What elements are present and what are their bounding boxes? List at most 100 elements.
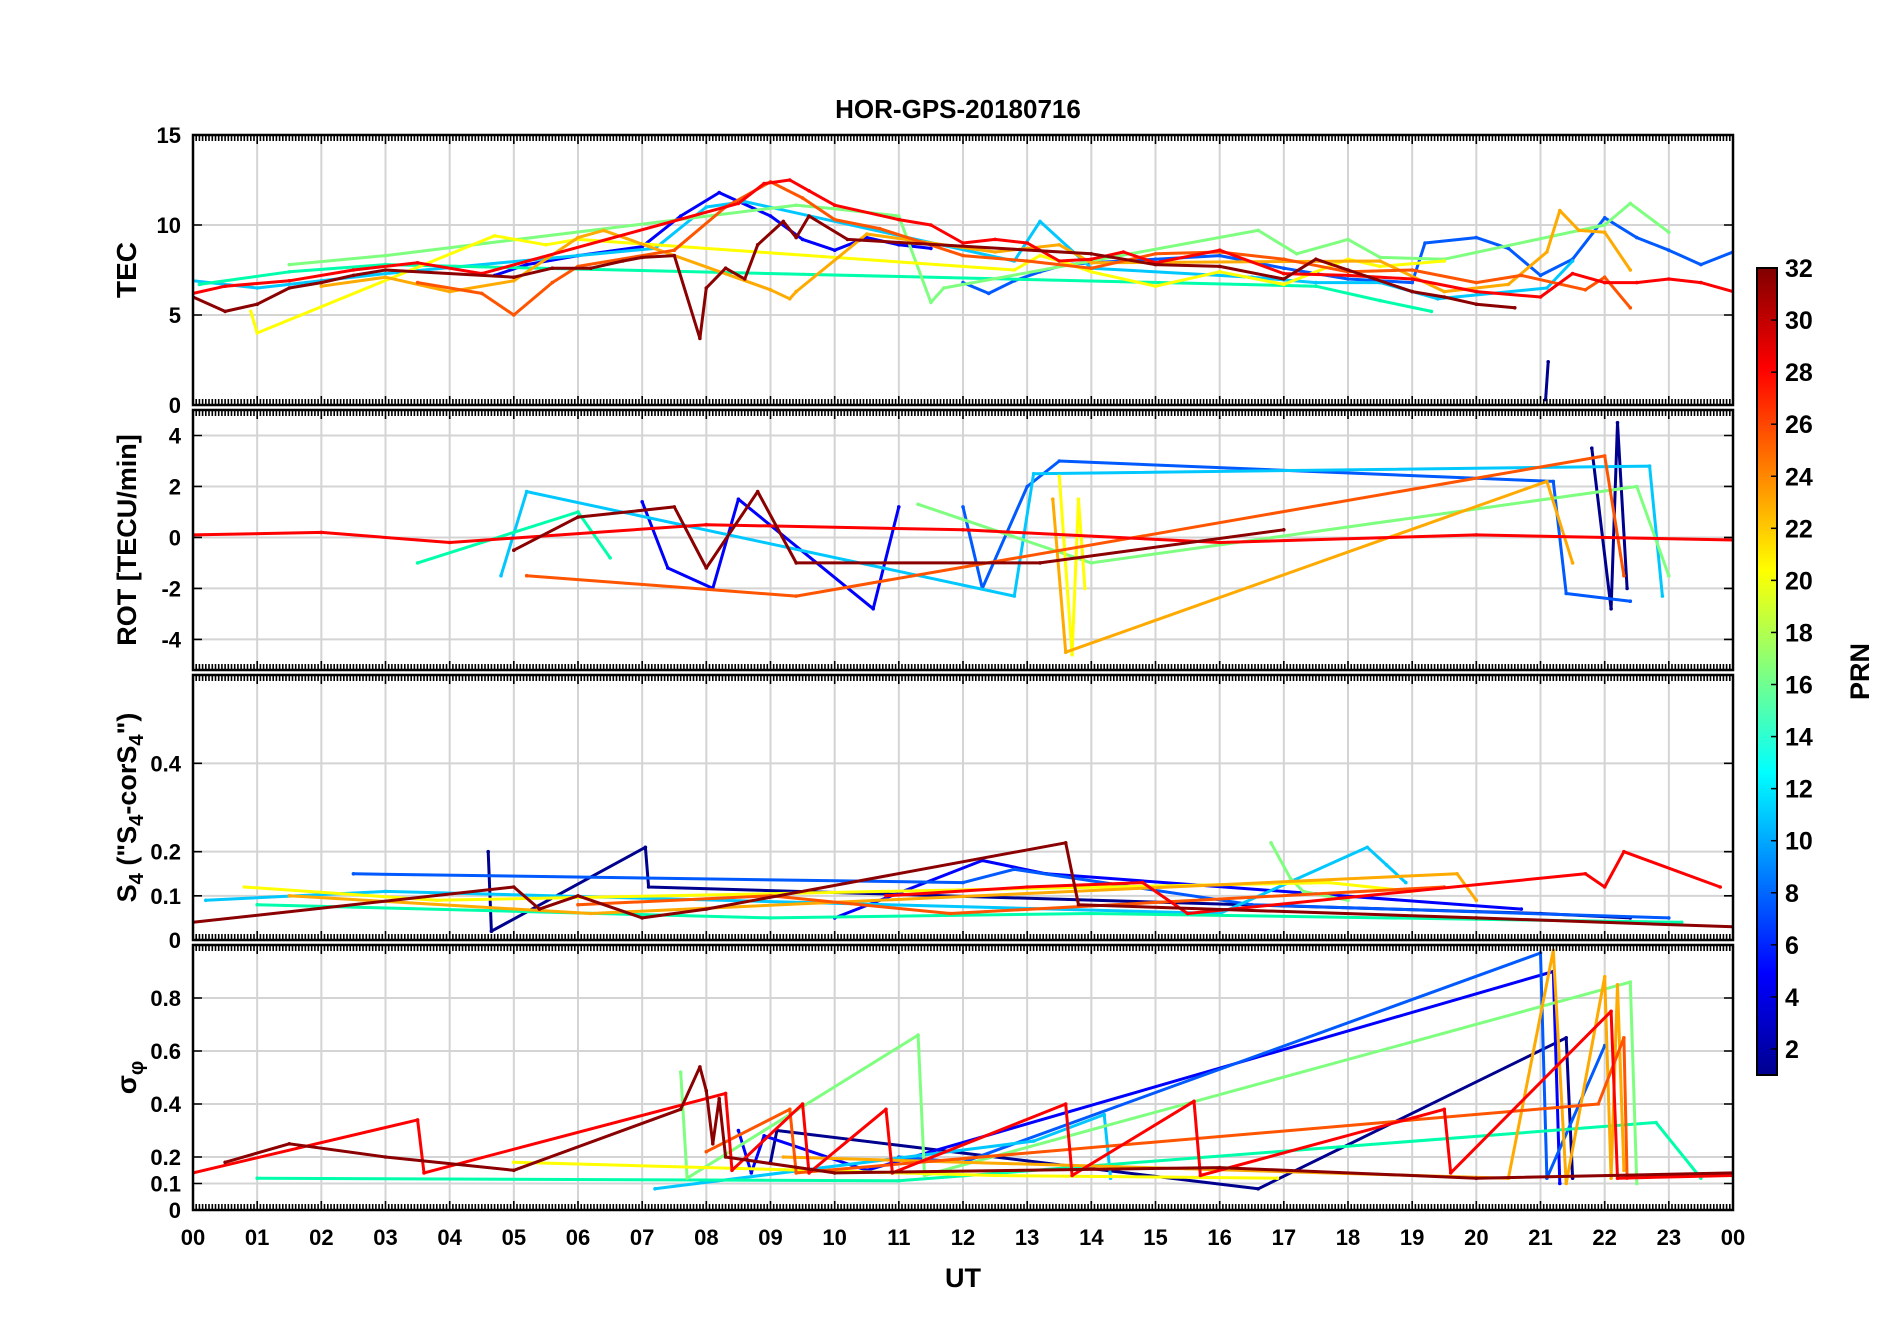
data-point xyxy=(537,907,542,911)
series-line xyxy=(224,1065,1733,1180)
series-line xyxy=(199,263,1432,313)
data-point xyxy=(832,1171,837,1175)
data-point xyxy=(916,1033,920,1037)
series-group xyxy=(193,948,1733,1191)
x-tick-label: 09 xyxy=(758,1225,782,1250)
data-point xyxy=(929,223,933,227)
data-point xyxy=(768,214,773,218)
data-point xyxy=(223,309,227,314)
data-point xyxy=(794,1171,798,1175)
data-point xyxy=(749,1171,754,1175)
series-group xyxy=(193,420,1733,657)
series-group xyxy=(193,841,1733,933)
data-point xyxy=(1089,270,1094,274)
data-point xyxy=(524,573,529,578)
data-point xyxy=(948,911,952,916)
data-point xyxy=(550,280,555,285)
x-axis-label: UT xyxy=(945,1263,981,1293)
data-point xyxy=(884,1107,888,1112)
data-point xyxy=(800,1102,805,1106)
data-point xyxy=(1378,255,1382,260)
data-point xyxy=(287,279,292,283)
data-point xyxy=(512,1160,516,1165)
data-point xyxy=(621,259,625,263)
data-point xyxy=(646,885,651,889)
data-point xyxy=(736,497,741,502)
data-point xyxy=(916,502,920,507)
data-point xyxy=(807,214,811,218)
data-point xyxy=(1602,216,1607,220)
data-point xyxy=(1635,1181,1639,1186)
data-point xyxy=(383,271,388,276)
data-point xyxy=(794,203,798,207)
series-line xyxy=(1269,842,1349,902)
data-point xyxy=(961,505,965,509)
data-point xyxy=(832,203,837,207)
data-point xyxy=(993,250,997,254)
data-point xyxy=(1089,266,1094,271)
data-point xyxy=(550,266,555,271)
y-tick-label: 4 xyxy=(169,423,182,448)
y-tick-label: 0.4 xyxy=(150,1092,181,1117)
data-point xyxy=(717,1096,721,1101)
data-point xyxy=(1275,1176,1280,1180)
data-point xyxy=(1025,241,1029,245)
data-point xyxy=(1609,607,1613,611)
data-point xyxy=(942,286,946,290)
series-line xyxy=(1051,479,1575,654)
y-tick-label: 0.8 xyxy=(150,986,181,1011)
y-tick-label: 0 xyxy=(169,393,181,418)
y-tick-label: 0.6 xyxy=(150,1039,181,1064)
data-point xyxy=(1346,277,1350,281)
data-point xyxy=(1622,573,1626,578)
data-point xyxy=(1378,264,1382,269)
x-tick-label: 12 xyxy=(951,1225,975,1250)
data-point xyxy=(1384,863,1389,867)
data-point xyxy=(255,302,259,307)
x-tick-label: 21 xyxy=(1528,1225,1552,1250)
data-point xyxy=(929,246,933,251)
data-point xyxy=(1057,474,1062,479)
x-tick-label: 05 xyxy=(502,1225,526,1250)
y-tick-label: 2 xyxy=(169,474,181,499)
data-point xyxy=(723,1155,728,1159)
data-point xyxy=(1031,1139,1036,1143)
colorbar-tick-label: 26 xyxy=(1785,411,1813,439)
data-point xyxy=(1217,270,1222,274)
x-ticks xyxy=(192,945,1734,1210)
x-tick-label: 06 xyxy=(566,1225,590,1250)
data-point xyxy=(1282,277,1286,281)
colorbar-tick-label: 8 xyxy=(1785,880,1799,908)
data-point xyxy=(1628,306,1633,310)
data-point xyxy=(1558,1181,1562,1186)
data-point xyxy=(1012,867,1017,872)
data-point xyxy=(1577,228,1581,233)
data-point xyxy=(383,275,388,280)
data-point xyxy=(877,226,882,231)
data-point xyxy=(865,232,869,236)
data-point xyxy=(1506,282,1511,287)
data-point xyxy=(794,561,798,565)
x-tick-label: 14 xyxy=(1079,1225,1104,1250)
data-point xyxy=(1346,273,1350,278)
data-point xyxy=(1570,271,1575,276)
y-tick-label: -4 xyxy=(161,627,181,652)
data-point xyxy=(223,284,227,289)
data-point xyxy=(1256,228,1260,233)
data-point xyxy=(865,235,869,240)
data-point xyxy=(640,255,644,260)
data-point xyxy=(1545,286,1549,290)
x-ticks xyxy=(192,135,1734,405)
data-point xyxy=(1622,849,1626,854)
data-point xyxy=(447,540,452,545)
data-point xyxy=(1609,1176,1613,1180)
data-point xyxy=(666,566,670,570)
data-point xyxy=(1198,1173,1203,1178)
data-point xyxy=(415,1118,420,1122)
data-point xyxy=(897,214,901,218)
data-point xyxy=(1269,841,1273,845)
colorbar-tick-label: 10 xyxy=(1785,828,1813,856)
data-point xyxy=(1570,561,1575,565)
x-tick-label: 08 xyxy=(694,1225,718,1250)
data-point xyxy=(698,1065,702,1069)
